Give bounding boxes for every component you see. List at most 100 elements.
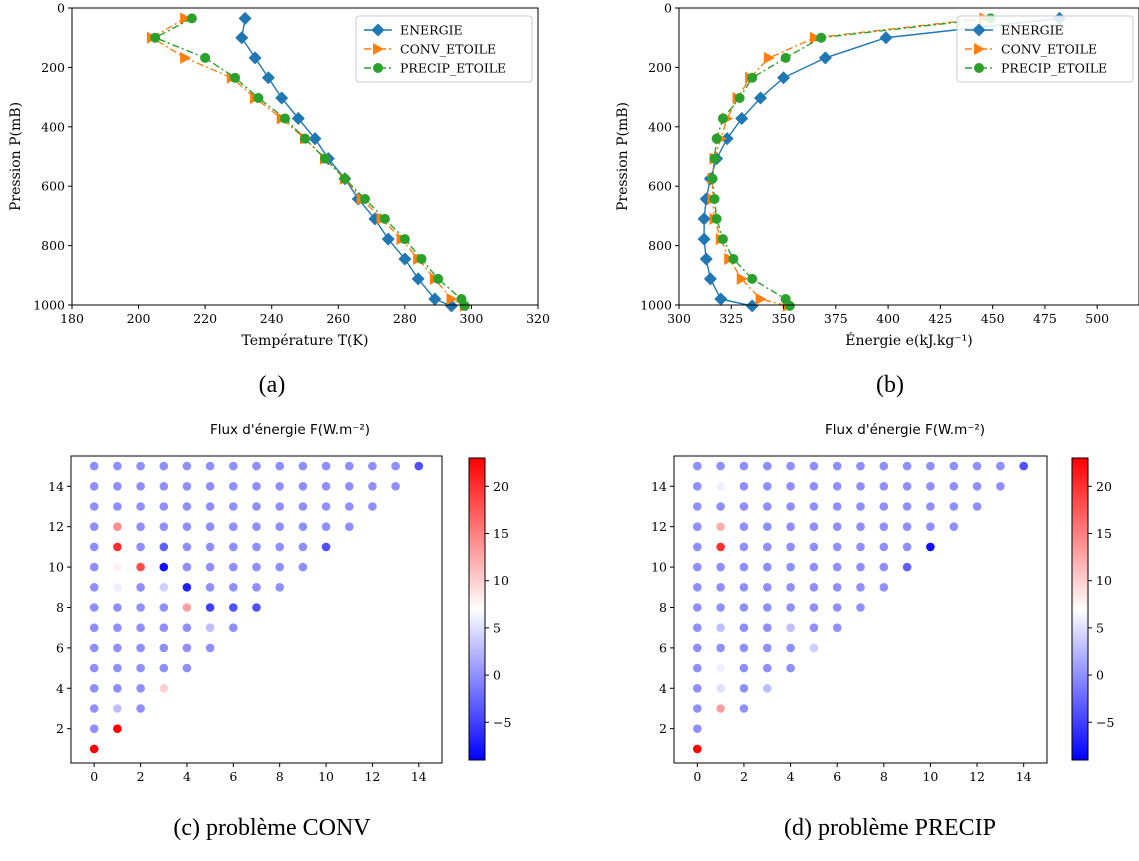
scatter-point — [275, 542, 285, 552]
scatter-point — [113, 684, 122, 693]
legend-marker — [972, 23, 986, 37]
scatter-point — [252, 583, 261, 592]
data-point — [777, 71, 791, 85]
scatter-point — [856, 583, 865, 592]
scatter-point — [321, 461, 331, 471]
data-point — [709, 193, 720, 204]
legend-box — [355, 15, 533, 83]
scatter-point — [159, 542, 169, 552]
scatter-point — [693, 663, 702, 673]
data-point — [180, 12, 192, 25]
scatter-point — [89, 623, 99, 632]
scatter-point — [368, 482, 377, 491]
y-tick-label: 12 — [651, 519, 667, 534]
scatter-point — [182, 562, 192, 572]
scatter-point — [298, 542, 308, 552]
scatter-point — [136, 583, 145, 592]
scatter-point — [113, 603, 122, 612]
scatter-point — [902, 522, 912, 531]
scatter-point — [716, 461, 725, 471]
scatter-point — [229, 502, 238, 511]
scatter-point — [136, 704, 145, 713]
data-point — [784, 300, 795, 311]
colorbar — [468, 457, 486, 761]
scatter-point — [298, 562, 308, 572]
y-tick-label: 4 — [56, 681, 64, 696]
scatter-point — [739, 522, 749, 531]
scatter-point — [693, 724, 702, 733]
scatter-point — [879, 522, 889, 531]
x-tick-label: 0 — [90, 769, 98, 784]
scatter-point — [229, 562, 238, 572]
y-tick-label: 0 — [664, 1, 672, 16]
scatter-point — [693, 562, 702, 572]
legend-label: CONV_ETOILE — [1001, 42, 1097, 57]
scatter-chart-c: 0 2 4 6 8 10 12 14 2 4 6 8 10 12 14 Flux d'énergie F(W.… — [48, 422, 511, 841]
scatter-point — [693, 482, 702, 491]
colorbar-tick-label: 5 — [493, 620, 501, 635]
scatter-point — [972, 502, 982, 511]
scatter-point — [716, 542, 725, 552]
x-axis-label: Température T(K) — [242, 333, 369, 349]
scatter-point — [879, 461, 889, 471]
data-point — [818, 51, 832, 65]
scatter-point — [716, 704, 725, 713]
scatter-point — [229, 461, 238, 471]
data-point — [697, 232, 711, 246]
scatter-point — [926, 502, 935, 511]
scatter-point — [763, 583, 772, 592]
scatter-point — [786, 461, 795, 471]
x-tick-label: 425 — [928, 311, 952, 326]
data-point — [747, 72, 758, 83]
y-tick-label: 8 — [56, 600, 64, 615]
y-axis-label: Pression P(mB) — [615, 102, 631, 211]
scatter-point — [856, 603, 865, 612]
scatter-point — [275, 522, 285, 531]
scatter-point — [879, 583, 889, 592]
scatter-point — [786, 603, 795, 612]
scatter-point — [321, 522, 331, 531]
y-tick-label: 2 — [56, 721, 64, 736]
y-tick-label: 2 — [659, 721, 667, 736]
x-tick-label: 4 — [183, 769, 191, 784]
data-point — [253, 92, 264, 103]
scatter-point — [159, 643, 169, 653]
legend-marker — [974, 63, 984, 73]
scatter-point — [136, 461, 145, 471]
scatter-point — [972, 461, 982, 471]
data-point — [720, 132, 734, 146]
data-point — [291, 111, 305, 125]
scatter-point — [89, 643, 99, 653]
chart-title: Flux d'énergie F(W.m⁻²) — [210, 422, 370, 438]
scatter-point — [716, 643, 725, 653]
scatter-point — [693, 643, 702, 653]
data-point — [379, 213, 390, 224]
scatter-point — [972, 482, 982, 491]
scatter-point — [391, 482, 400, 491]
scatter-point — [205, 583, 215, 592]
data-point — [248, 51, 262, 65]
y-tick-label: 200 — [648, 60, 672, 75]
legend-marker — [371, 23, 385, 37]
scatter-point — [996, 482, 1005, 491]
data-point — [745, 299, 759, 313]
figure-caption: (b) — [876, 372, 904, 398]
scatter-point — [856, 562, 865, 572]
x-tick-label: 280 — [393, 311, 417, 326]
scatter-point — [739, 603, 749, 612]
x-tick-label: 200 — [127, 311, 151, 326]
x-tick-label: 2 — [137, 769, 145, 784]
legend-label: ENERGIE — [400, 23, 463, 38]
scatter-point — [902, 461, 912, 471]
scatter-point — [763, 643, 772, 653]
scatter-point — [786, 522, 795, 531]
scatter-point — [949, 522, 959, 531]
scatter-point — [902, 542, 912, 552]
scatter-point — [414, 461, 424, 471]
scatter-point — [902, 482, 912, 491]
scatter-point — [368, 461, 377, 471]
data-point — [428, 292, 442, 306]
scatter-point — [809, 542, 819, 552]
scatter-point — [229, 623, 238, 632]
data-point — [230, 72, 241, 83]
